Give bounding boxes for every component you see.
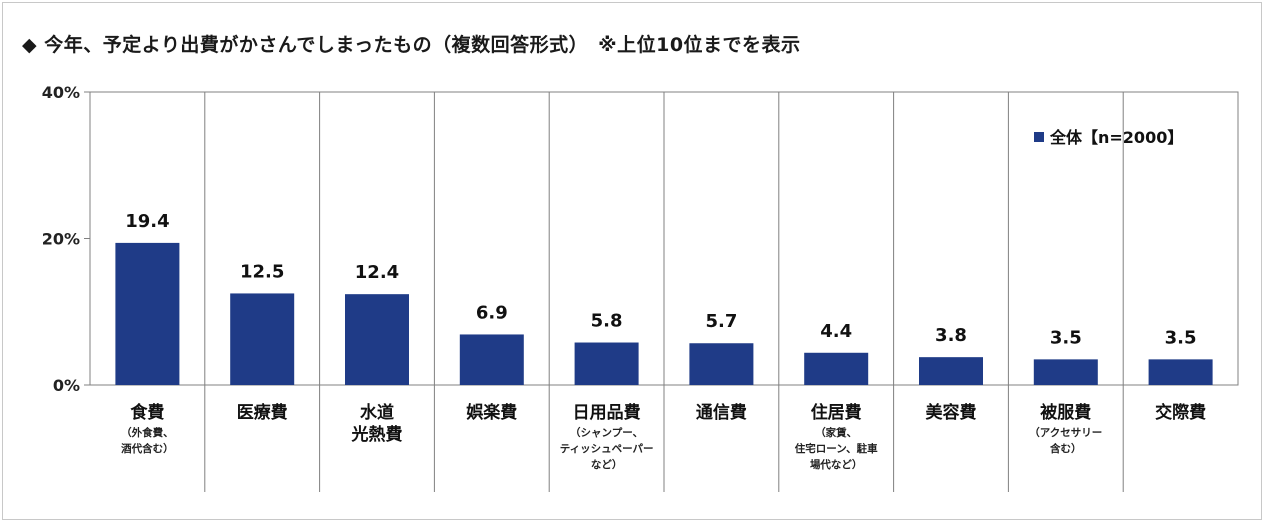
category-label: 医療費 — [237, 402, 288, 423]
bar — [689, 343, 754, 385]
data-label: 3.5 — [1050, 327, 1082, 348]
data-label: 5.7 — [705, 311, 737, 332]
data-label: 12.4 — [355, 262, 399, 283]
category-label: 通信費 — [696, 402, 747, 423]
bar — [804, 352, 869, 385]
bar — [115, 242, 180, 385]
data-label: 4.4 — [820, 321, 852, 342]
category-label: 交際費 — [1155, 402, 1206, 423]
y-tick-label: 0% — [53, 376, 80, 395]
bar — [459, 334, 524, 385]
data-label: 12.5 — [240, 261, 284, 282]
y-tick-label: 40% — [42, 83, 80, 102]
category-sublabel: 場代など） — [810, 458, 863, 471]
y-tick-label: 20% — [42, 230, 80, 249]
category-sublabel: （外食費、 — [121, 426, 174, 439]
category-label: 水道 — [360, 402, 394, 423]
category-label: 住居費 — [811, 402, 862, 423]
category-label: 日用品費 — [573, 402, 641, 423]
bar — [1033, 359, 1098, 385]
bar — [345, 294, 409, 385]
data-label: 19.4 — [125, 211, 169, 232]
category-sublabel: 含む） — [1050, 442, 1082, 455]
category-label: 娯楽費 — [466, 402, 517, 423]
data-label: 5.8 — [591, 311, 623, 332]
category-sublabel: （家賃、 — [815, 426, 857, 439]
category-label: 被服費 — [1040, 402, 1091, 423]
bar — [574, 342, 639, 385]
bar — [230, 293, 295, 385]
data-label: 6.9 — [476, 302, 508, 323]
bar — [1148, 359, 1213, 385]
bar — [919, 357, 983, 385]
category-sublabel: ティッシュペーパー — [560, 443, 654, 455]
category-sublabel: （アクセサリー — [1029, 426, 1102, 439]
category-label: 光熱費 — [351, 424, 403, 445]
category-sublabel: 住宅ローン、駐車 — [795, 442, 878, 455]
legend-swatch — [1034, 132, 1044, 142]
data-label: 3.8 — [935, 325, 967, 346]
category-sublabel: （シャンプー、 — [570, 426, 643, 439]
category-sublabel: など） — [591, 458, 623, 471]
category-label: 食費 — [130, 402, 164, 423]
category-label: 美容費 — [926, 402, 977, 423]
data-label: 3.5 — [1165, 327, 1197, 348]
category-sublabel: 酒代含む） — [121, 442, 174, 455]
legend-label: 全体【n=2000】 — [1049, 128, 1183, 147]
chart-title: ◆ 今年、予定より出費がかさんでしまったもの（複数回答形式） ※上位10位までを… — [22, 34, 801, 56]
